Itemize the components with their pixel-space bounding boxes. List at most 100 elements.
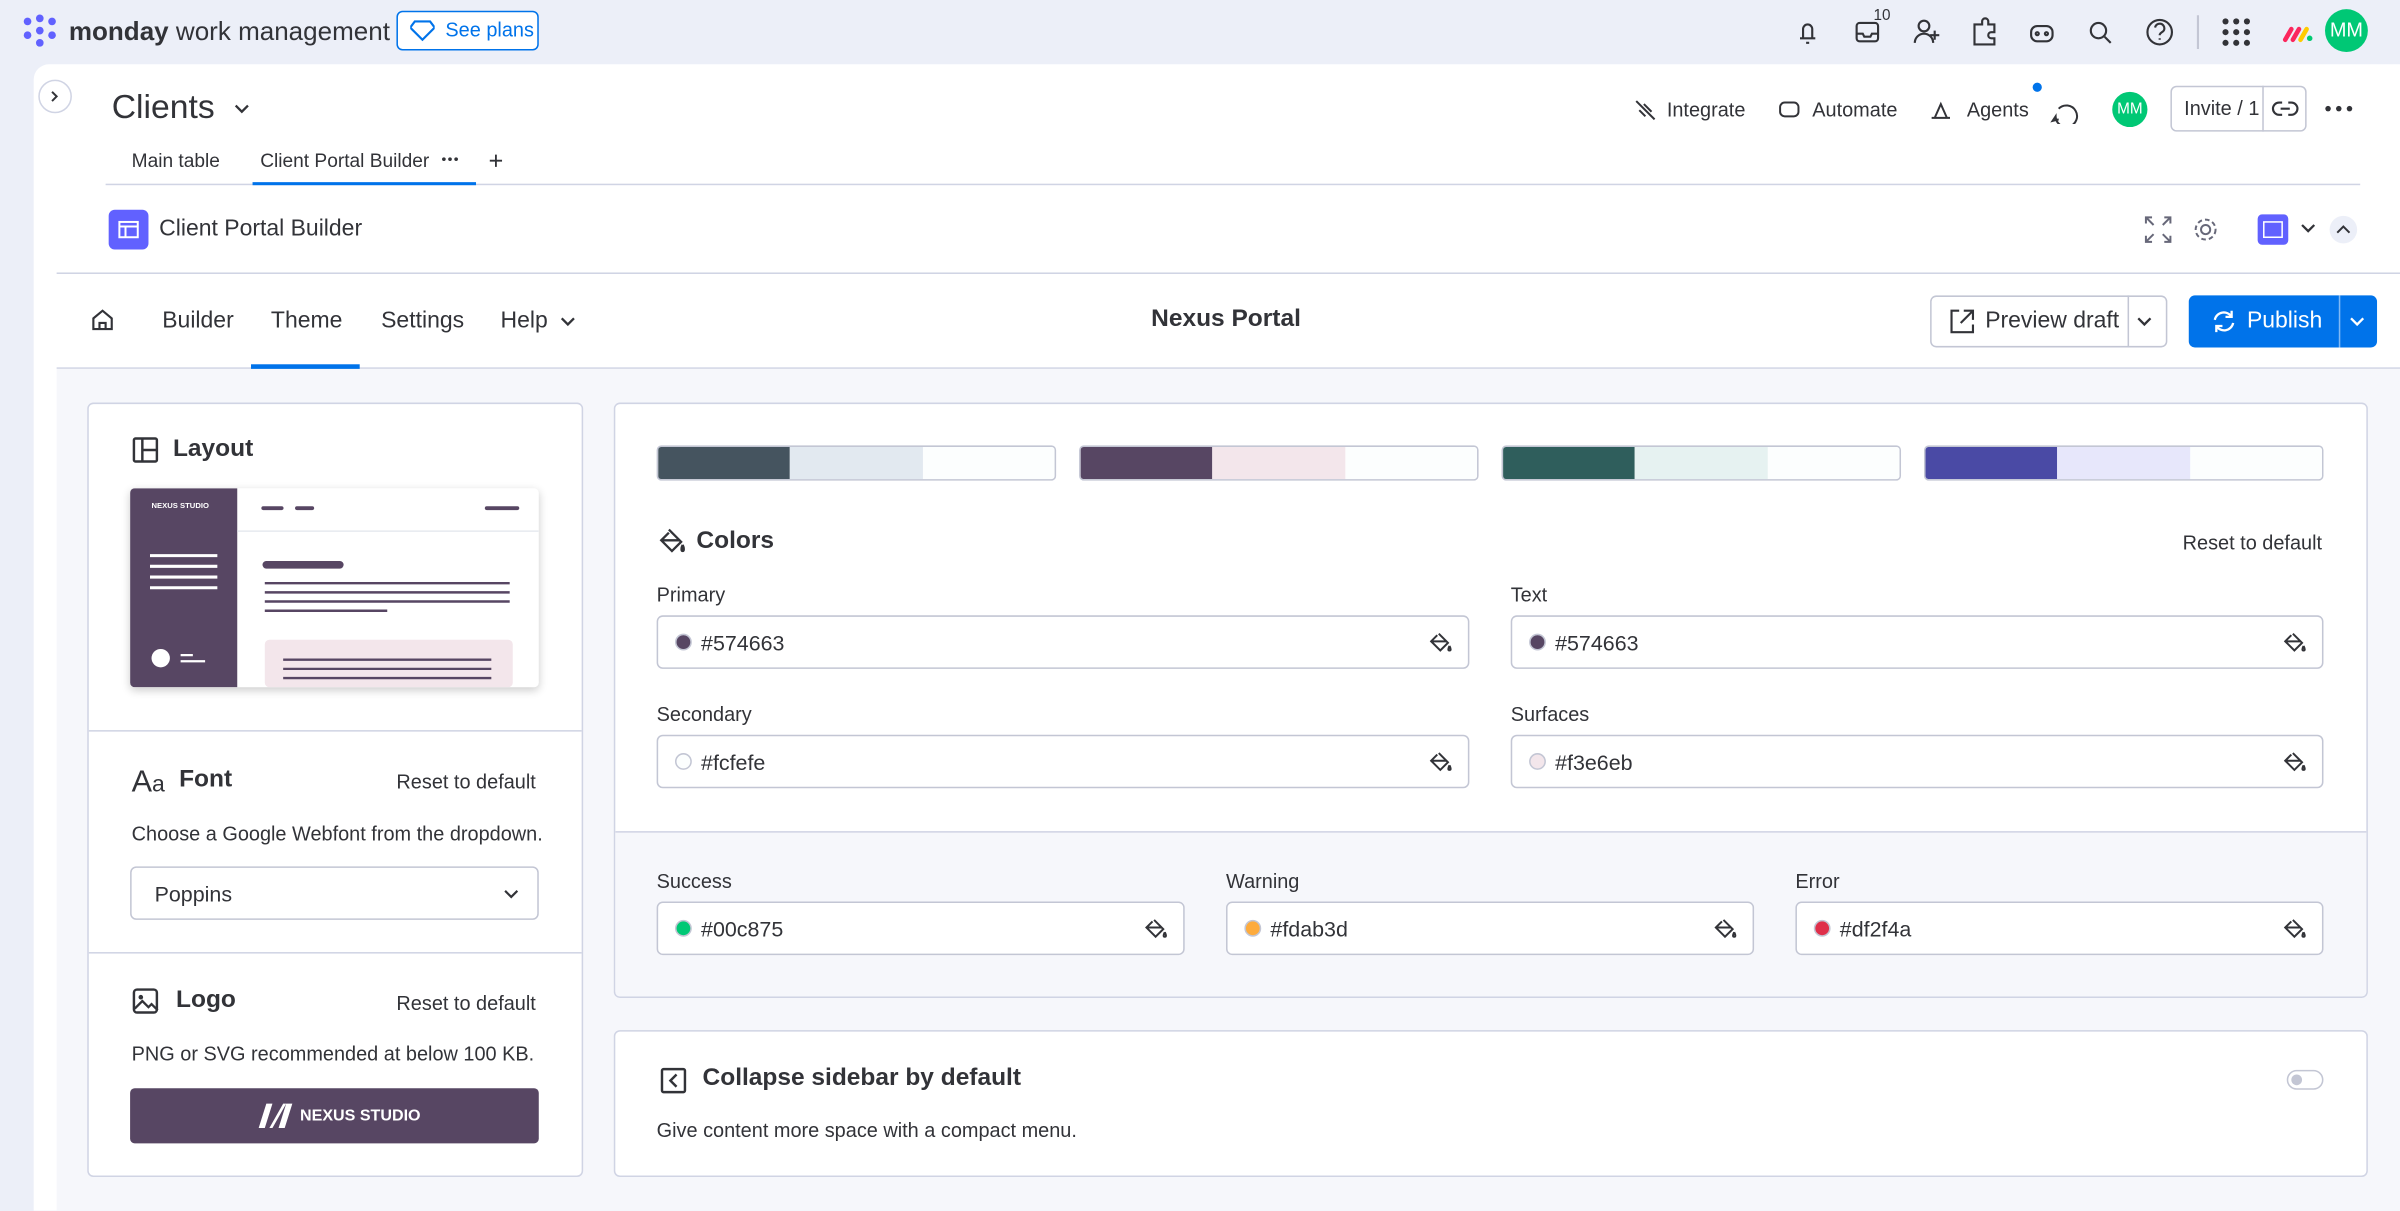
color-input[interactable]: #fcfefe	[656, 734, 1470, 789]
decoration	[141, 439, 157, 461]
color-picker-icon[interactable]	[2283, 917, 2307, 940]
decoration	[48, 31, 56, 40]
link-icon[interactable]	[2271, 96, 2299, 120]
tab-main-table[interactable]: Main table	[131, 149, 220, 172]
dropdown-chevron	[504, 890, 519, 899]
logo-reset[interactable]: Reset to default	[396, 991, 536, 1015]
color-picker-icon[interactable]	[2283, 631, 2307, 654]
sidebar-toggle[interactable]	[38, 79, 72, 114]
color-label: Surfaces	[1510, 702, 1590, 726]
integrate-button[interactable]: Integrate	[1666, 97, 1746, 121]
decoration	[489, 154, 503, 167]
logo-icon	[132, 988, 159, 1014]
nav-settings[interactable]: Settings	[381, 307, 465, 334]
palette-preset[interactable]	[1501, 445, 1902, 481]
decoration	[1344, 446, 1478, 480]
decoration	[35, 14, 44, 23]
color-input[interactable]: #574663	[1510, 615, 2324, 669]
preview-brand: NEXUS STUDIO	[151, 502, 209, 512]
brand-rest: work management	[175, 16, 390, 46]
color-value: #df2f4a	[1839, 916, 1912, 942]
publish-button[interactable]: Publish	[2188, 295, 2378, 348]
agents-button[interactable]: Agents	[1966, 97, 2029, 121]
decoration	[2271, 101, 2299, 116]
logo-hint: PNG or SVG recommended at below 100 KB.	[131, 1042, 535, 1066]
colors-reset[interactable]: Reset to default	[2182, 531, 2323, 555]
color-swatch[interactable]	[1529, 633, 1546, 651]
decoration	[2194, 218, 2217, 241]
color-input[interactable]: #f3e6eb	[1510, 734, 2324, 789]
color-swatch[interactable]	[674, 919, 692, 937]
decoration	[2057, 446, 2190, 480]
decoration	[2243, 18, 2250, 25]
font-reset[interactable]: Reset to default	[396, 769, 536, 793]
agents-dot	[2032, 82, 2042, 92]
decoration	[1635, 100, 2078, 124]
decoration	[2350, 317, 2365, 327]
palette-preset[interactable]	[656, 445, 1057, 481]
color-input[interactable]: #fdab3d	[1226, 901, 1755, 956]
decoration	[1931, 101, 1950, 119]
decoration	[2034, 31, 2040, 37]
color-picker-icon[interactable]	[1429, 750, 1453, 773]
help-chevron[interactable]	[557, 311, 578, 332]
decoration	[2282, 26, 2302, 43]
portal-name: Nexus Portal	[1151, 306, 1301, 333]
color-picker-icon[interactable]	[1714, 917, 1737, 940]
decoration	[2329, 215, 2358, 244]
decoration	[2233, 18, 2240, 25]
decoration	[2257, 214, 2289, 245]
font-dropdown[interactable]: Poppins	[130, 866, 539, 920]
divider	[2338, 295, 2341, 348]
decoration	[2222, 18, 2250, 46]
color-label: Warning	[1226, 869, 1300, 893]
color-label: Error	[1795, 869, 1840, 893]
logo-title: Logo	[176, 987, 236, 1014]
color-swatch[interactable]	[1529, 753, 1546, 770]
nav-builder[interactable]: Builder	[162, 307, 234, 334]
palette-preset[interactable]	[1923, 445, 2324, 481]
nav-help[interactable]: Help	[500, 307, 548, 334]
decoration	[1714, 919, 1737, 939]
decoration	[234, 104, 249, 114]
sidebar-option-title: Collapse sidebar by default	[702, 1065, 1022, 1092]
automate-button[interactable]: Automate	[1812, 97, 1898, 121]
see-plans-button[interactable]: See plans	[396, 10, 539, 51]
color-picker-icon[interactable]	[1145, 917, 1168, 940]
widget-icon	[108, 209, 149, 250]
color-input[interactable]: #00c875	[656, 901, 1185, 956]
decoration	[2144, 216, 2217, 243]
nav-theme[interactable]: Theme	[270, 307, 343, 334]
board-avatar[interactable]: MM	[2112, 91, 2148, 128]
color-input[interactable]: #574663	[656, 615, 1470, 669]
color-value: #fcfefe	[701, 749, 766, 775]
decoration	[922, 446, 1055, 480]
publish-label: Publish	[2246, 307, 2323, 334]
collapse-icon	[660, 1067, 687, 1094]
decoration	[410, 20, 435, 42]
color-picker-icon[interactable]	[2283, 750, 2307, 773]
decoration	[1856, 32, 1879, 38]
color-swatch[interactable]	[1244, 919, 1262, 937]
divider	[88, 952, 582, 954]
palette-preset[interactable]	[1079, 445, 1479, 481]
home-icon[interactable]	[90, 308, 114, 332]
logo-brand: NEXUS STUDIO	[299, 1106, 421, 1125]
color-picker-icon[interactable]	[1429, 631, 1453, 654]
sidebar-toggle-switch[interactable]	[2286, 1069, 2324, 1090]
diamond-icon	[410, 20, 435, 42]
color-input[interactable]: #df2f4a	[1795, 901, 2324, 956]
color-value: #574663	[701, 630, 785, 656]
decoration	[1767, 446, 1900, 480]
color-swatch[interactable]	[674, 633, 692, 651]
font-hint: Choose a Google Webfont from the dropdow…	[131, 821, 543, 845]
more-icon[interactable]	[2323, 101, 2354, 116]
color-swatch[interactable]	[1813, 919, 1831, 937]
color-swatch[interactable]	[674, 753, 692, 770]
tab-client-portal[interactable]: Client Portal Builder	[260, 149, 430, 172]
user-avatar[interactable]: MM	[2324, 9, 2368, 53]
board-title[interactable]: Clients	[111, 87, 215, 126]
decoration	[2050, 104, 2078, 124]
title-chevron[interactable]	[231, 98, 252, 119]
decoration	[283, 658, 492, 680]
